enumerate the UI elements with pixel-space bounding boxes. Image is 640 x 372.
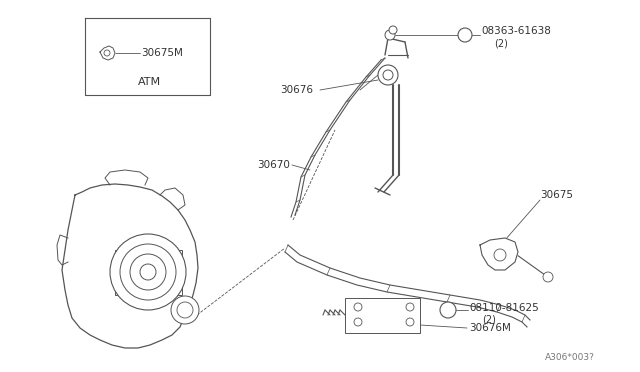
Text: B: B xyxy=(445,305,451,314)
Text: S: S xyxy=(463,31,467,39)
Circle shape xyxy=(385,30,395,40)
Circle shape xyxy=(110,234,186,310)
Polygon shape xyxy=(62,184,198,348)
Text: (2): (2) xyxy=(482,315,496,325)
Circle shape xyxy=(458,28,472,42)
Circle shape xyxy=(383,70,393,80)
Circle shape xyxy=(494,249,506,261)
Circle shape xyxy=(140,264,156,280)
Circle shape xyxy=(543,272,553,282)
Text: 30670: 30670 xyxy=(257,160,290,170)
Text: (2): (2) xyxy=(494,38,508,48)
Text: 08110-81625: 08110-81625 xyxy=(469,303,539,313)
Polygon shape xyxy=(480,238,518,270)
Bar xyxy=(345,298,420,333)
Polygon shape xyxy=(100,46,115,60)
Text: 30675M: 30675M xyxy=(141,48,183,58)
Circle shape xyxy=(104,50,110,56)
Circle shape xyxy=(378,65,398,85)
Circle shape xyxy=(354,318,362,326)
Text: ATM: ATM xyxy=(138,77,161,87)
Circle shape xyxy=(389,26,397,34)
Circle shape xyxy=(171,296,199,324)
Circle shape xyxy=(120,244,176,300)
Circle shape xyxy=(130,254,166,290)
Text: 08363-61638: 08363-61638 xyxy=(481,26,551,36)
Text: 30675: 30675 xyxy=(540,190,573,200)
Circle shape xyxy=(440,302,456,318)
Text: A306*003?: A306*003? xyxy=(545,353,595,362)
Circle shape xyxy=(177,302,193,318)
Circle shape xyxy=(354,303,362,311)
Circle shape xyxy=(406,303,414,311)
Circle shape xyxy=(406,318,414,326)
Text: 30676M: 30676M xyxy=(469,323,511,333)
Bar xyxy=(115,250,182,295)
Text: 30676: 30676 xyxy=(280,85,313,95)
